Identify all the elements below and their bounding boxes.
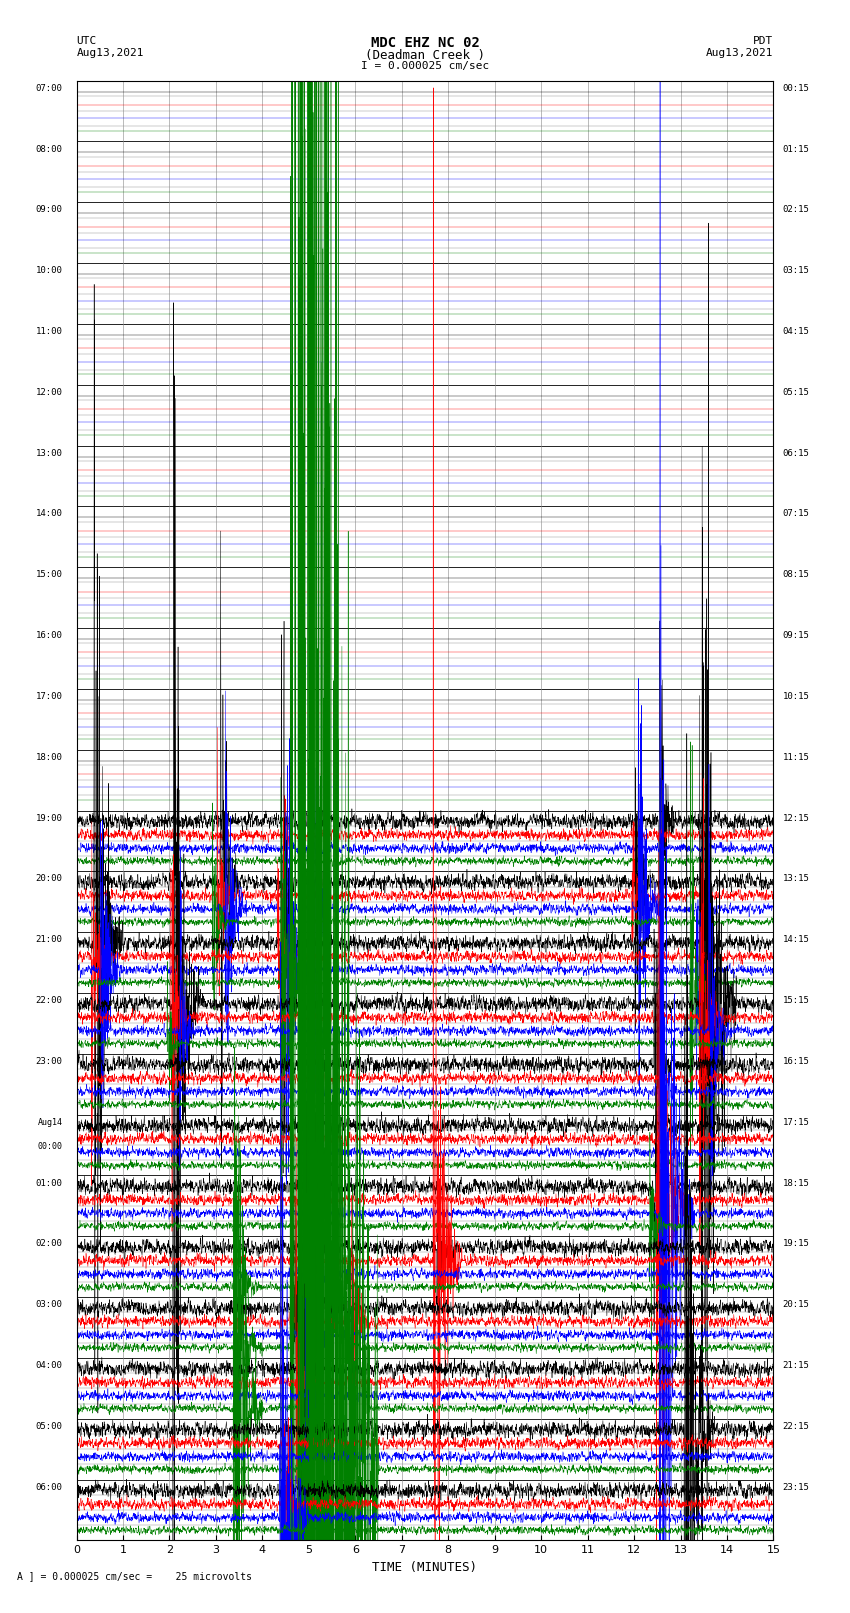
Text: 14:15: 14:15 <box>783 936 810 944</box>
Text: 16:15: 16:15 <box>783 1057 810 1066</box>
Text: 03:00: 03:00 <box>36 1300 63 1310</box>
Text: 19:00: 19:00 <box>36 813 63 823</box>
Text: 02:15: 02:15 <box>783 205 810 215</box>
Text: Aug13,2021: Aug13,2021 <box>706 48 774 58</box>
Text: 21:15: 21:15 <box>783 1361 810 1369</box>
X-axis label: TIME (MINUTES): TIME (MINUTES) <box>372 1561 478 1574</box>
Text: 00:00: 00:00 <box>37 1142 63 1152</box>
Text: MDC EHZ NC 02: MDC EHZ NC 02 <box>371 37 479 50</box>
Text: 01:00: 01:00 <box>36 1179 63 1187</box>
Text: 02:00: 02:00 <box>36 1239 63 1248</box>
Text: 00:15: 00:15 <box>783 84 810 92</box>
Text: 10:00: 10:00 <box>36 266 63 276</box>
Text: 17:00: 17:00 <box>36 692 63 702</box>
Text: 05:15: 05:15 <box>783 387 810 397</box>
Text: 04:15: 04:15 <box>783 327 810 336</box>
Text: 22:15: 22:15 <box>783 1421 810 1431</box>
Text: 08:00: 08:00 <box>36 145 63 153</box>
Text: PDT: PDT <box>753 37 774 47</box>
Text: 09:00: 09:00 <box>36 205 63 215</box>
Text: 03:15: 03:15 <box>783 266 810 276</box>
Text: 18:00: 18:00 <box>36 753 63 761</box>
Text: A ] = 0.000025 cm/sec =    25 microvolts: A ] = 0.000025 cm/sec = 25 microvolts <box>17 1571 252 1581</box>
Text: I = 0.000025 cm/sec: I = 0.000025 cm/sec <box>361 61 489 71</box>
Text: 15:00: 15:00 <box>36 571 63 579</box>
Text: 09:15: 09:15 <box>783 631 810 640</box>
Text: 14:00: 14:00 <box>36 510 63 518</box>
Text: 11:15: 11:15 <box>783 753 810 761</box>
Text: UTC: UTC <box>76 37 97 47</box>
Text: (Deadman Creek ): (Deadman Creek ) <box>365 50 485 63</box>
Text: 12:15: 12:15 <box>783 813 810 823</box>
Text: 20:15: 20:15 <box>783 1300 810 1310</box>
Text: 10:15: 10:15 <box>783 692 810 702</box>
Text: 23:00: 23:00 <box>36 1057 63 1066</box>
Text: 21:00: 21:00 <box>36 936 63 944</box>
Text: 11:00: 11:00 <box>36 327 63 336</box>
Text: 19:15: 19:15 <box>783 1239 810 1248</box>
Text: 17:15: 17:15 <box>783 1118 810 1127</box>
Text: Aug13,2021: Aug13,2021 <box>76 48 144 58</box>
Text: 22:00: 22:00 <box>36 997 63 1005</box>
Text: Aug14: Aug14 <box>37 1118 63 1127</box>
Text: 05:00: 05:00 <box>36 1421 63 1431</box>
Text: 16:00: 16:00 <box>36 631 63 640</box>
Text: 23:15: 23:15 <box>783 1482 810 1492</box>
Text: 06:00: 06:00 <box>36 1482 63 1492</box>
Text: 18:15: 18:15 <box>783 1179 810 1187</box>
Text: 07:15: 07:15 <box>783 510 810 518</box>
Text: 13:15: 13:15 <box>783 874 810 884</box>
Text: 07:00: 07:00 <box>36 84 63 92</box>
Text: 20:00: 20:00 <box>36 874 63 884</box>
Text: 08:15: 08:15 <box>783 571 810 579</box>
Text: 12:00: 12:00 <box>36 387 63 397</box>
Text: 06:15: 06:15 <box>783 448 810 458</box>
Text: 13:00: 13:00 <box>36 448 63 458</box>
Text: 15:15: 15:15 <box>783 997 810 1005</box>
Text: 01:15: 01:15 <box>783 145 810 153</box>
Text: 04:00: 04:00 <box>36 1361 63 1369</box>
